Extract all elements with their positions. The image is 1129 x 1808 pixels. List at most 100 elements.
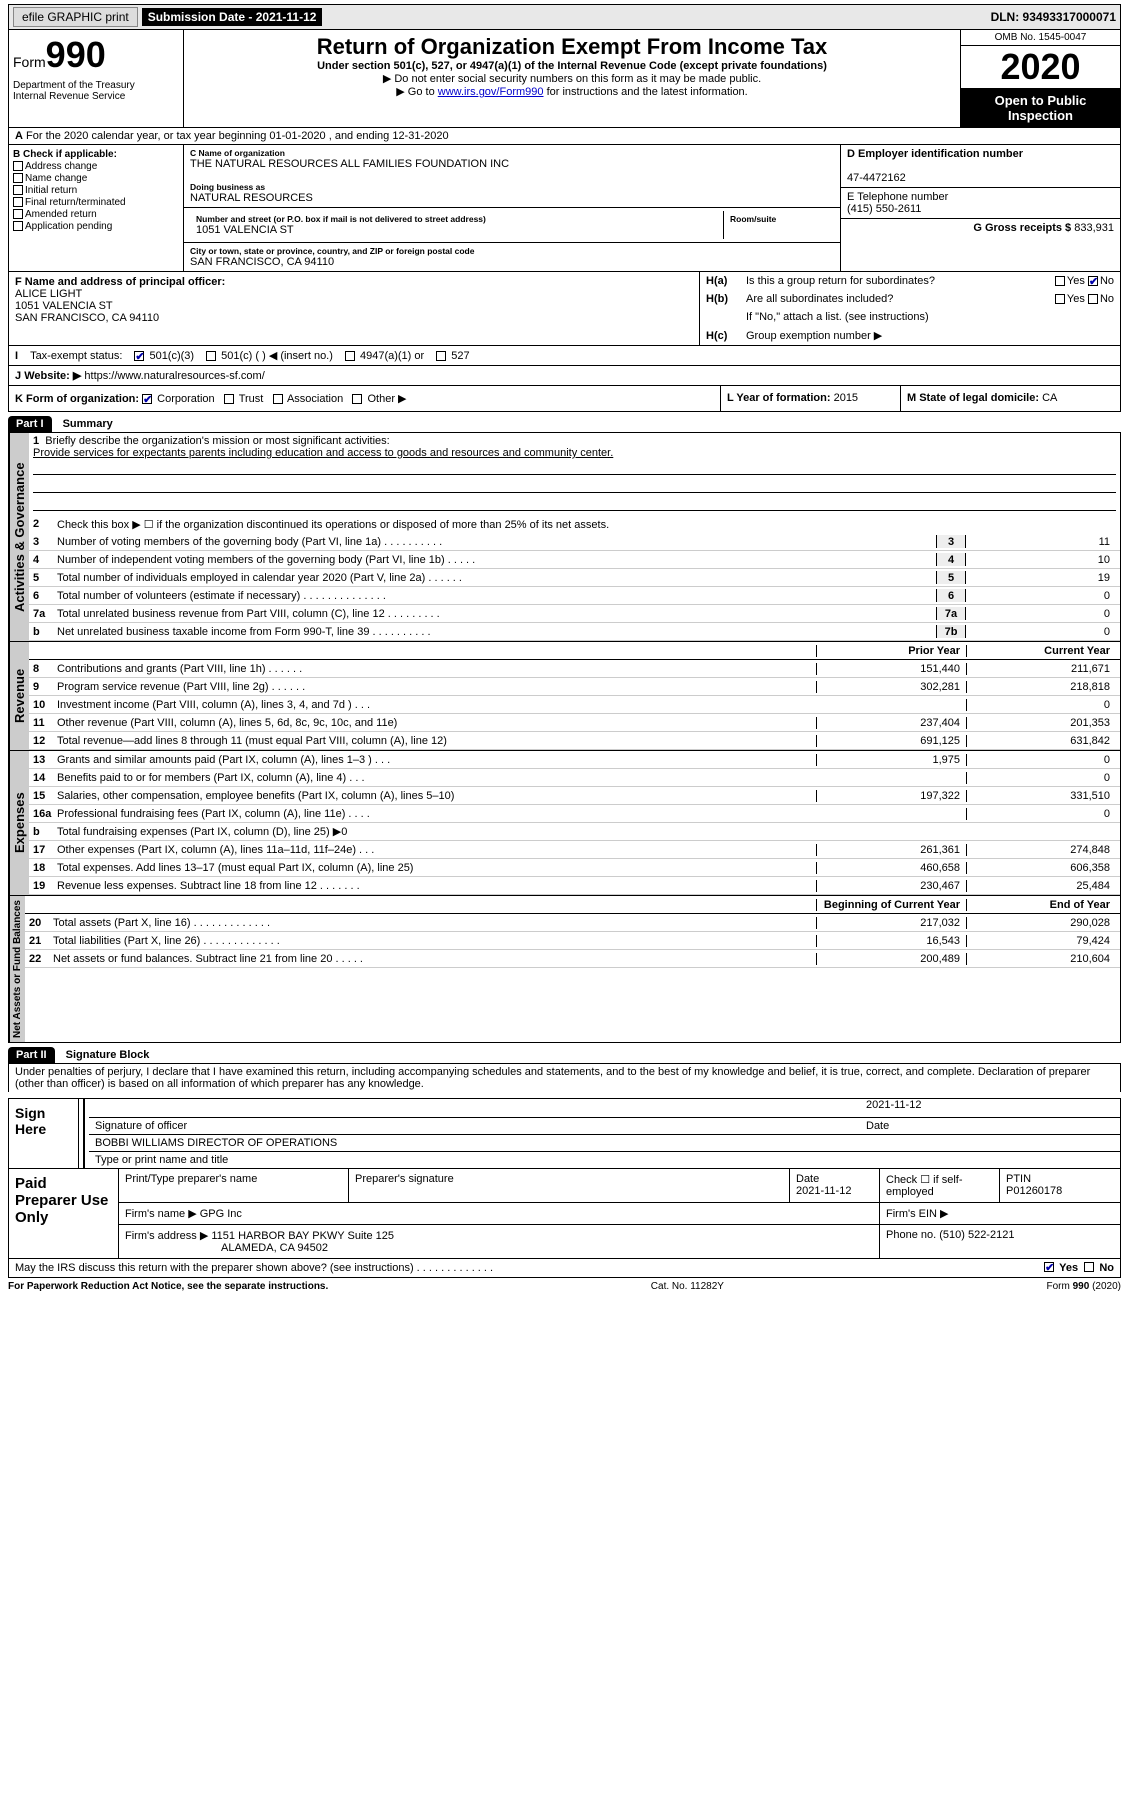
row-a: A For the 2020 calendar year, or tax yea… bbox=[8, 128, 1121, 145]
hb-yes-checkbox[interactable] bbox=[1055, 294, 1065, 304]
mission-text: Provide services for expectants parents … bbox=[33, 447, 1116, 459]
line-num: 20 bbox=[29, 917, 53, 929]
line-desc: Total unrelated business revenue from Pa… bbox=[57, 608, 936, 620]
cb-501c3[interactable]: ✔ bbox=[134, 351, 144, 361]
line-desc: Total expenses. Add lines 13–17 (must eq… bbox=[57, 862, 816, 874]
4947: 4947(a)(1) or bbox=[360, 350, 424, 362]
d-label: D Employer identification number bbox=[847, 148, 1023, 160]
cb-corp[interactable]: ✔ bbox=[142, 394, 152, 404]
part1-header: Part I bbox=[8, 416, 52, 432]
paid-date-label: Date bbox=[796, 1173, 819, 1185]
col-prior: Prior Year bbox=[816, 645, 966, 657]
hb-text: Are all subordinates included? bbox=[746, 293, 1055, 305]
firm-name: GPG Inc bbox=[200, 1208, 242, 1220]
cb-trust[interactable] bbox=[224, 394, 234, 404]
cb-final-return[interactable]: Final return/terminated bbox=[13, 197, 179, 208]
discuss-no-checkbox[interactable] bbox=[1084, 1262, 1094, 1272]
cb-4947[interactable] bbox=[345, 351, 355, 361]
cb-501c[interactable] bbox=[206, 351, 216, 361]
ha-yes-checkbox[interactable] bbox=[1055, 276, 1065, 286]
h-instruct: If "No," attach a list. (see instruction… bbox=[746, 311, 929, 323]
ha-no: No bbox=[1100, 275, 1114, 287]
line-num: 16a bbox=[33, 808, 57, 820]
line-cell: 3 bbox=[936, 535, 966, 548]
discuss-yes-checkbox[interactable]: ✔ bbox=[1044, 1262, 1054, 1272]
side-expenses: Expenses bbox=[9, 751, 29, 895]
open-inspection: Open to Public Inspection bbox=[961, 89, 1120, 127]
irs-link[interactable]: www.irs.gov/Form990 bbox=[438, 86, 544, 98]
line-desc: Number of voting members of the governin… bbox=[57, 536, 936, 548]
efile-button[interactable]: efile GRAPHIC print bbox=[13, 7, 138, 27]
year-formation: 2015 bbox=[834, 392, 858, 404]
part1-revenue: Revenue Prior Year Current Year 8 Contri… bbox=[8, 642, 1121, 751]
instruct-1: ▶ Do not enter social security numbers o… bbox=[190, 72, 954, 85]
phone: (415) 550-2611 bbox=[847, 203, 921, 215]
cb-application-pending[interactable]: Application pending bbox=[13, 221, 179, 232]
entity-section: B Check if applicable: Address change Na… bbox=[8, 145, 1121, 272]
cb-other[interactable] bbox=[352, 394, 362, 404]
cb-amended[interactable]: Amended return bbox=[13, 209, 179, 220]
current-val: 606,358 bbox=[966, 862, 1116, 874]
current-val: 0 bbox=[966, 699, 1116, 711]
org-name: THE NATURAL RESOURCES ALL FAMILIES FOUND… bbox=[190, 158, 834, 170]
current-val: 0 bbox=[966, 808, 1116, 820]
ha-label: H(a) bbox=[706, 275, 746, 287]
cb-address-change[interactable]: Address change bbox=[13, 161, 179, 172]
current-val: 210,604 bbox=[966, 953, 1116, 965]
instruct-2: ▶ Go to www.irs.gov/Form990 for instruct… bbox=[190, 85, 954, 98]
footer: For Paperwork Reduction Act Notice, see … bbox=[8, 1278, 1121, 1295]
firm-name-label: Firm's name ▶ bbox=[125, 1208, 197, 1220]
line-num: 22 bbox=[29, 953, 53, 965]
discuss-no: No bbox=[1099, 1262, 1114, 1274]
hb-no-checkbox[interactable] bbox=[1088, 294, 1098, 304]
current-val: 79,424 bbox=[966, 935, 1116, 947]
block-b: B Check if applicable: Address change Na… bbox=[9, 145, 184, 271]
state-domicile: CA bbox=[1042, 392, 1057, 404]
form-label: Form bbox=[13, 54, 46, 70]
prior-val: 197,322 bbox=[816, 790, 966, 802]
officer-street: 1051 VALENCIA ST bbox=[15, 300, 113, 312]
line-num: 14 bbox=[33, 772, 57, 784]
prior-val: 200,489 bbox=[816, 953, 966, 965]
prior-val: 217,032 bbox=[816, 917, 966, 929]
room-label: Room/suite bbox=[730, 214, 828, 224]
part1-netassets: Net Assets or Fund Balances Beginning of… bbox=[8, 896, 1121, 1043]
discuss-text: May the IRS discuss this return with the… bbox=[15, 1262, 1044, 1274]
line-desc: Other expenses (Part IX, column (A), lin… bbox=[57, 844, 816, 856]
cb-name-change[interactable]: Name change bbox=[13, 173, 179, 184]
g-label: G Gross receipts $ bbox=[973, 222, 1071, 234]
line-desc: Total revenue—add lines 8 through 11 (mu… bbox=[57, 735, 816, 747]
ha-no-checkbox[interactable]: ✔ bbox=[1088, 276, 1098, 286]
line-val: 0 bbox=[966, 607, 1116, 620]
website-url: https://www.naturalresources-sf.com/ bbox=[84, 370, 264, 382]
k-label: K Form of organization: bbox=[15, 393, 139, 405]
ein: 47-4472162 bbox=[847, 172, 906, 184]
footer-mid: Cat. No. 11282Y bbox=[651, 1281, 724, 1292]
self-employed-check[interactable]: Check ☐ if self-employed bbox=[880, 1169, 1000, 1202]
col-current: Current Year bbox=[966, 645, 1116, 657]
line-desc: Revenue less expenses. Subtract line 18 … bbox=[57, 880, 816, 892]
line-num: 3 bbox=[33, 536, 57, 548]
prior-val: 237,404 bbox=[816, 717, 966, 729]
current-val: 631,842 bbox=[966, 735, 1116, 747]
cb-initial-return[interactable]: Initial return bbox=[13, 185, 179, 196]
line-num: 9 bbox=[33, 681, 57, 693]
current-val: 0 bbox=[966, 772, 1116, 784]
line-num: b bbox=[33, 626, 57, 638]
side-revenue: Revenue bbox=[9, 642, 29, 750]
cb-527[interactable] bbox=[436, 351, 446, 361]
part2-header: Part II bbox=[8, 1047, 55, 1063]
501c-other: 501(c) ( ) ◀ (insert no.) bbox=[221, 350, 333, 362]
line-num: 18 bbox=[33, 862, 57, 874]
preparer-sig-label: Preparer's signature bbox=[349, 1169, 790, 1202]
line-num: 13 bbox=[33, 754, 57, 766]
line-val: 11 bbox=[966, 535, 1116, 548]
sign-here-label: Sign Here bbox=[9, 1099, 79, 1168]
line-cell: 7a bbox=[936, 607, 966, 620]
line-desc: Total assets (Part X, line 16) . . . . .… bbox=[53, 917, 816, 929]
line-desc: Grants and similar amounts paid (Part IX… bbox=[57, 754, 816, 766]
line-num: 19 bbox=[33, 880, 57, 892]
cb-assoc[interactable] bbox=[273, 394, 283, 404]
city: SAN FRANCISCO, CA 94110 bbox=[190, 256, 834, 268]
current-val: 274,848 bbox=[966, 844, 1116, 856]
